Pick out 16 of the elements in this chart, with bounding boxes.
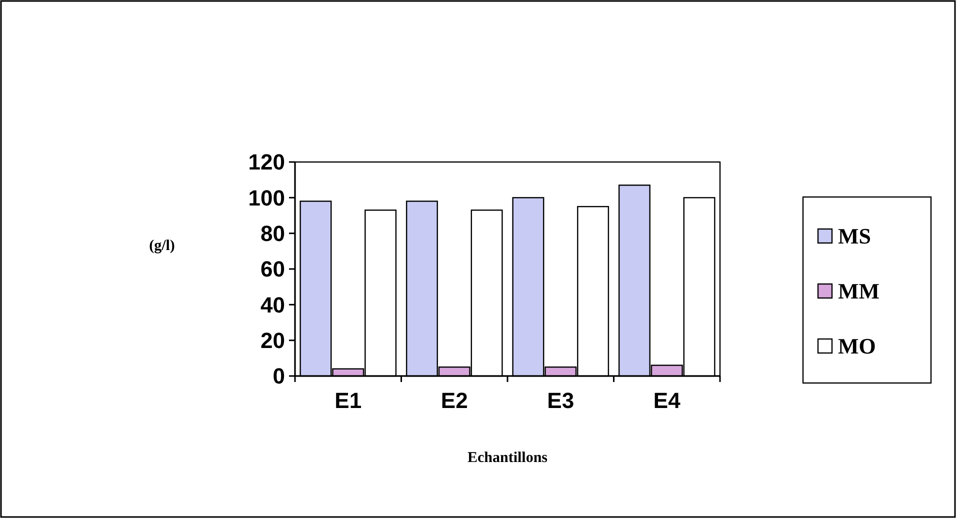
x-tick-label: E3 xyxy=(547,388,574,413)
y-tick-label: 60 xyxy=(260,256,285,282)
x-tick-label: E1 xyxy=(334,388,362,413)
x-axis-title: Echantillons xyxy=(467,450,548,466)
y-tick-label: 20 xyxy=(260,328,285,354)
legend-label: MM xyxy=(838,278,880,304)
x-tick-label: E4 xyxy=(653,388,682,413)
y-tick-label: 40 xyxy=(260,292,285,318)
x-tick-label: E2 xyxy=(440,388,468,413)
y-tick-label: 80 xyxy=(260,221,285,246)
y-axis-title: (g/l) xyxy=(149,238,175,254)
legend-label: MS xyxy=(838,224,871,249)
legend-label: MO xyxy=(838,334,876,359)
y-tick-label: 0 xyxy=(272,364,285,389)
y-tick-label: 120 xyxy=(248,150,285,175)
y-tick-label: 100 xyxy=(248,185,285,210)
